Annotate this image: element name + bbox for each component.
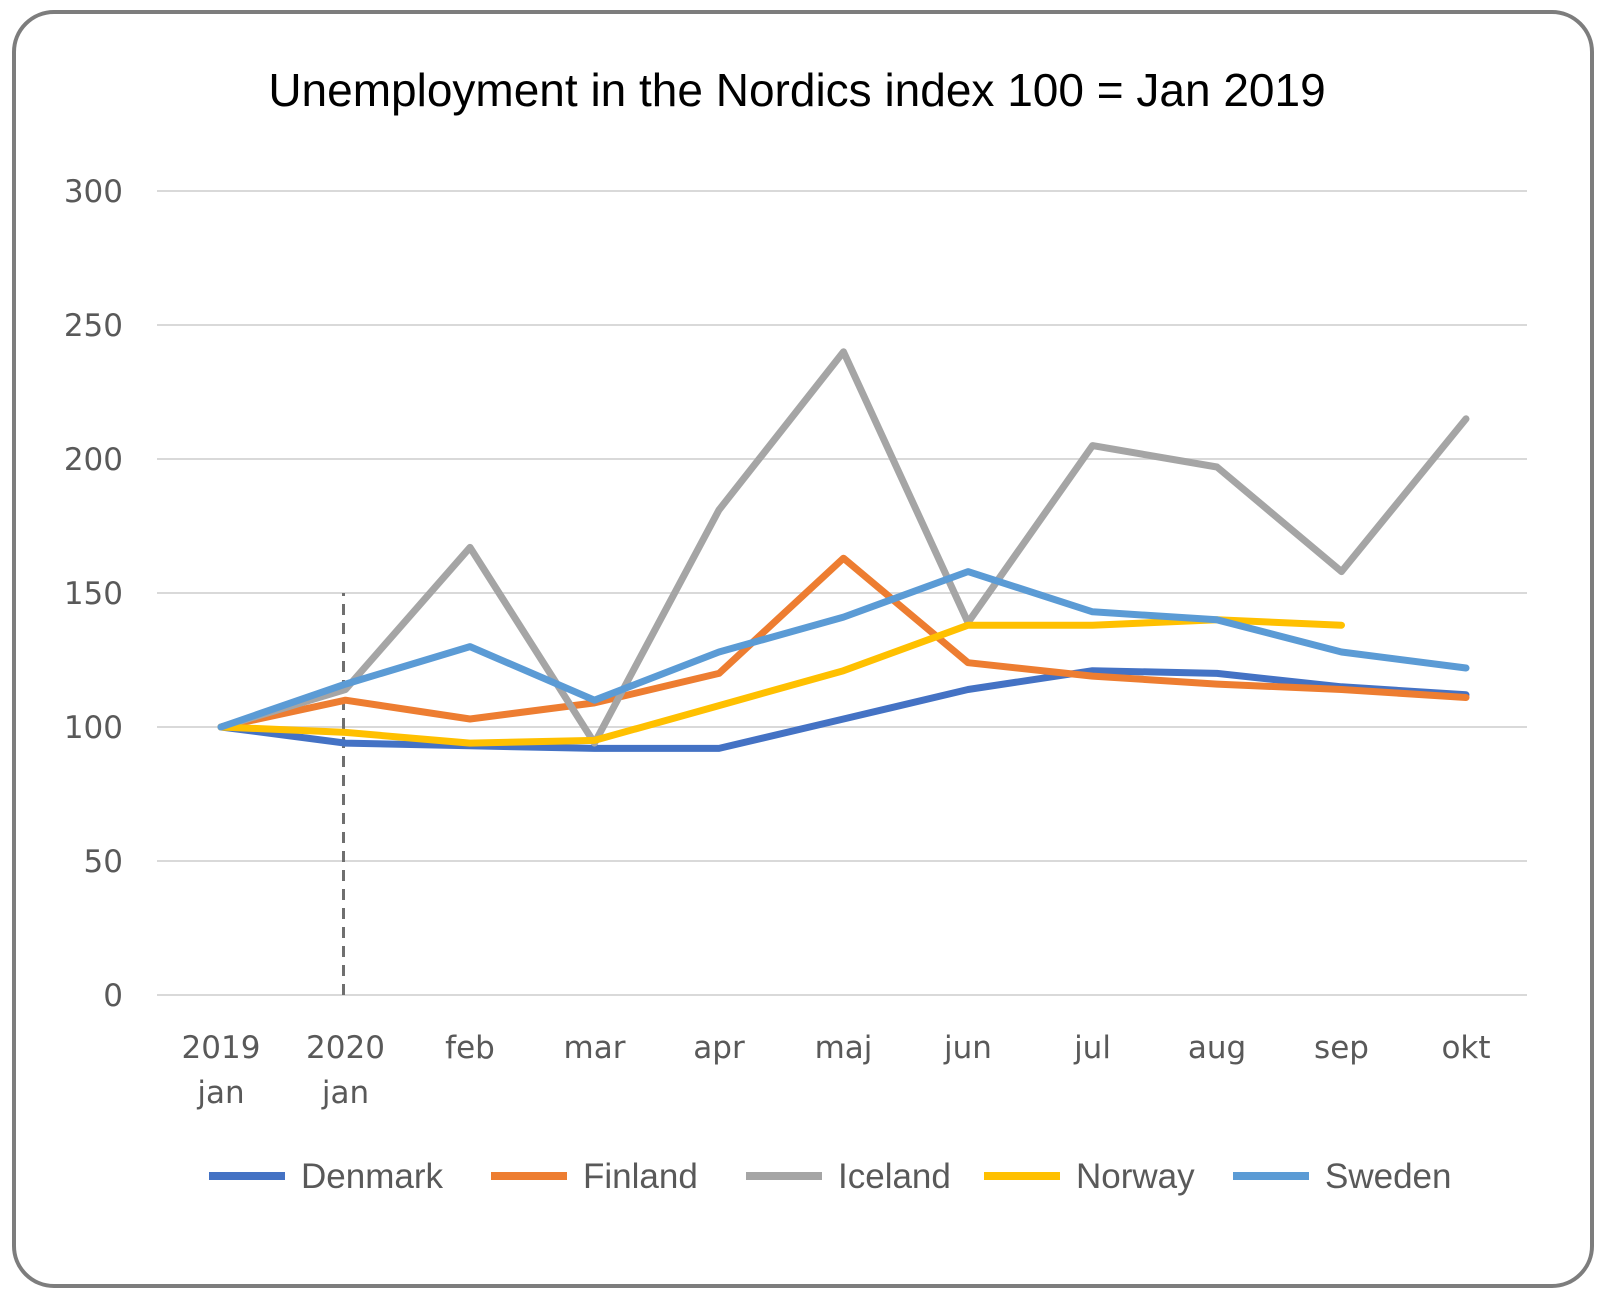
legend-item-norway: Norway — [984, 1157, 1195, 1196]
legend-label-sweden: Sweden — [1325, 1157, 1451, 1196]
legend: Denmark Finland Iceland Norway Sweden — [209, 1157, 1451, 1196]
y-tick-label-150: 150 — [64, 576, 123, 612]
x-tick-label-9: sep — [1314, 1030, 1369, 1066]
x-tick-label-7: jul — [1073, 1030, 1111, 1066]
series-line-denmark — [217, 667, 1470, 752]
x-tick-label-2: feb — [445, 1030, 495, 1066]
legend-label-iceland: Iceland — [838, 1157, 951, 1196]
legend-item-finland: Finland — [491, 1157, 698, 1196]
x-tick-label-1: 2020 jan — [306, 1030, 385, 1111]
series-line-norway — [217, 616, 1345, 747]
legend-label-finland: Finland — [583, 1157, 698, 1196]
x-tick-label-10: okt — [1441, 1030, 1490, 1066]
x-tick-label-4: apr — [693, 1030, 745, 1066]
gridlines — [157, 190, 1527, 996]
x-axis-tick-labels: 2019 jan 2020 jan feb mar apr maj jun jul aug sep ok… — [182, 1030, 1491, 1111]
series-line-iceland — [217, 348, 1470, 747]
x-tick-label-0: 2019 jan — [182, 1030, 261, 1111]
x-tick-label-3: mar — [564, 1030, 626, 1066]
series-line-sweden — [217, 568, 1470, 731]
x-tick-label-6: jun — [943, 1030, 992, 1066]
legend-item-iceland: Iceland — [746, 1157, 951, 1196]
x-tick-label-5: maj — [815, 1030, 873, 1066]
legend-item-denmark: Denmark — [209, 1157, 443, 1196]
chart-title: Unemployment in the Nordics index 100 = … — [268, 64, 1325, 116]
series-lines — [217, 348, 1470, 752]
y-tick-label-200: 200 — [64, 442, 123, 478]
legend-item-sweden: Sweden — [1233, 1157, 1451, 1196]
y-tick-label-300: 300 — [64, 174, 123, 210]
series-line-finland — [217, 554, 1470, 731]
y-axis-tick-labels: 0 50 100 150 200 250 300 — [64, 174, 123, 1014]
y-tick-label-50: 50 — [84, 844, 123, 880]
y-tick-label-0: 0 — [103, 978, 123, 1014]
x-tick-label-8: aug — [1188, 1030, 1246, 1066]
legend-label-norway: Norway — [1076, 1157, 1195, 1196]
y-tick-label-100: 100 — [64, 710, 123, 746]
legend-label-denmark: Denmark — [301, 1157, 443, 1196]
y-tick-label-250: 250 — [64, 308, 123, 344]
